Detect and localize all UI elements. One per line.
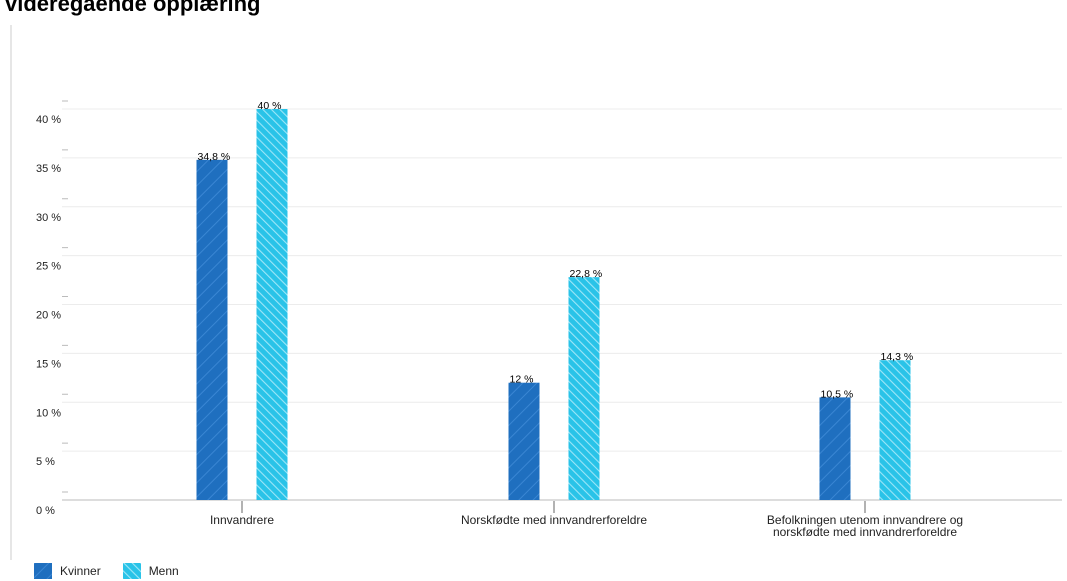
bar-kvinner bbox=[819, 397, 851, 500]
bar-value-label: 14,3 % bbox=[881, 351, 914, 363]
y-tick-label: 10 % bbox=[36, 407, 61, 419]
bar-value-label: 34,8 % bbox=[198, 151, 231, 163]
bar-menn bbox=[568, 277, 600, 500]
y-tick-label: 5 % bbox=[36, 456, 55, 468]
y-tick-label: 15 % bbox=[36, 358, 61, 370]
y-tick-label: 20 % bbox=[36, 310, 61, 322]
bar-value-label: 10,5 % bbox=[821, 388, 854, 400]
x-category-label: Befolkningen utenom innvandrere og norskf… bbox=[767, 513, 963, 539]
x-category-label: Norskfødte med innvandrerforeldre bbox=[461, 513, 647, 527]
y-tick-label: 0 % bbox=[36, 505, 55, 517]
bar-value-label: 12 % bbox=[510, 374, 534, 386]
legend-label-menn: Menn bbox=[148, 564, 179, 578]
legend-label-kvinner: Kvinner bbox=[60, 564, 101, 578]
bar-kvinner bbox=[196, 159, 228, 500]
y-tick-label: 40 % bbox=[36, 114, 61, 126]
bar-value-label: 40 % bbox=[258, 100, 282, 112]
y-tick-label: 30 % bbox=[36, 212, 61, 224]
bar-menn bbox=[256, 109, 288, 500]
legend-item-kvinner: Kvinner bbox=[34, 563, 101, 579]
bar-chart: 0 % 5 % 10 % 15 % 20 % 25 % 30 % 35 % 40 % Innvan… bbox=[10, 25, 1062, 560]
chart-title: videregående opplæring bbox=[5, 0, 261, 16]
legend-item-menn: Menn bbox=[122, 563, 179, 579]
x-category-label: Innvandrere bbox=[210, 513, 274, 527]
bar-value-label: 22,8 % bbox=[570, 268, 603, 280]
bar-kvinner bbox=[508, 382, 540, 500]
y-tick-label: 25 % bbox=[36, 261, 61, 273]
legend-swatch-menn bbox=[122, 563, 141, 579]
bar-menn bbox=[879, 360, 911, 500]
legend: Kvinner Menn bbox=[34, 563, 179, 579]
y-tick-label: 35 % bbox=[36, 163, 61, 175]
legend-swatch-kvinner bbox=[34, 563, 52, 579]
